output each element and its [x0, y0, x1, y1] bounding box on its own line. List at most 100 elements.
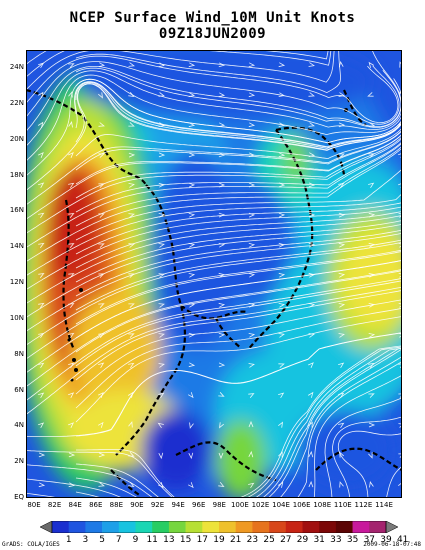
colorbar-value: 23: [246, 535, 259, 545]
streamline-arrowhead: [68, 91, 73, 98]
streamline-arrowhead: [188, 242, 196, 248]
streamline-arrowhead: [98, 153, 105, 158]
streamline: [26, 66, 402, 133]
streamline-arrowhead: [128, 183, 135, 188]
colorbar-value: 5: [99, 535, 105, 545]
streamline: [75, 307, 402, 409]
streamline: [75, 463, 161, 498]
colorbar: [40, 521, 398, 533]
streamline: [26, 232, 402, 332]
streamline-arrowhead: [68, 392, 75, 398]
colorbar-segment: [302, 521, 320, 533]
colorbar-value: 25: [263, 535, 275, 545]
streamline-arrowhead: [277, 481, 284, 488]
streamline-arrowhead: [128, 482, 135, 488]
streamline-arrowhead: [98, 482, 105, 487]
streamline-arrowhead: [248, 393, 255, 398]
streamline: [75, 249, 402, 325]
streamline-arrowhead: [98, 362, 105, 369]
streamline-arrowhead: [278, 62, 286, 68]
streamline-arrowhead: [338, 122, 346, 128]
colorbar-segment: [252, 521, 270, 533]
streamline-arrowhead: [248, 333, 256, 338]
streamline-arrowhead: [38, 392, 45, 399]
colorbar-segment: [335, 521, 353, 533]
colorbar-value: 37: [363, 535, 376, 545]
y-axis-label: EQ: [14, 493, 24, 501]
streamline-arrowhead: [399, 61, 402, 68]
streamline-arrowhead: [398, 213, 402, 218]
streamline: [26, 70, 402, 147]
colorbar-value: 19: [213, 535, 225, 545]
y-axis-label: 20N: [9, 134, 24, 143]
streamline: [26, 251, 402, 360]
streamline-arrowhead: [157, 422, 164, 429]
streamline: [26, 193, 402, 277]
streamline: [26, 50, 335, 91]
streamline-arrowhead: [308, 303, 316, 308]
colorbar-segment: [185, 521, 203, 533]
streamline: [75, 316, 402, 423]
streamline-arrowhead: [338, 422, 345, 429]
streamline: [254, 347, 402, 498]
streamline-arrowhead: [308, 182, 316, 188]
streamline-arrowhead: [368, 212, 376, 218]
y-axis-label: 24N: [9, 63, 24, 71]
streamline-arrowhead: [38, 482, 46, 488]
streamline: [75, 290, 402, 381]
y-axis-label: 22N: [9, 98, 24, 107]
streamline-arrowhead: [368, 333, 376, 338]
streamline: [75, 50, 341, 94]
streamline-arrowhead: [338, 272, 346, 278]
y-axis-label: 8N: [14, 349, 24, 358]
streamline: [26, 478, 124, 498]
streamline-arrowhead: [278, 92, 285, 97]
streamline: [26, 133, 402, 220]
streamline-arrowhead: [128, 92, 135, 98]
streamline-arrowhead: [38, 302, 45, 309]
streamline-arrowhead: [38, 212, 45, 219]
streamline-arrowhead: [158, 62, 165, 67]
streamline-arrowhead: [158, 303, 165, 308]
streamline-arrowhead: [128, 303, 135, 308]
streamline-arrowhead: [338, 92, 345, 97]
streamline-arrowhead: [219, 422, 224, 429]
streamline: [26, 147, 402, 263]
wind-map-plot: [26, 50, 402, 498]
colorbar-arrow-low: [40, 521, 53, 533]
colorbar-segment: [118, 521, 136, 533]
x-axis-label: 88E: [109, 501, 124, 509]
streamline-arrowhead: [128, 62, 135, 67]
streamline-arrowhead: [189, 422, 194, 429]
streamline-arrowhead: [158, 243, 165, 248]
streamline-arrowhead: [248, 62, 256, 68]
streamline: [75, 130, 402, 171]
colorbar-value: 33: [330, 535, 342, 545]
streamline-arrowhead: [188, 62, 196, 68]
streamline-arrowhead: [98, 122, 105, 127]
streamline-arrowhead: [128, 421, 133, 428]
colorbar-value: 13: [163, 535, 175, 545]
streamline-arrowhead: [218, 182, 226, 188]
streamline: [75, 211, 402, 269]
streamline-arrowhead: [188, 362, 196, 368]
streamline-arrowhead: [68, 273, 75, 278]
streamline-arrowhead: [278, 392, 285, 399]
streamline-arrowhead: [248, 182, 256, 188]
streamline-arrowhead: [368, 242, 376, 248]
streamline-arrowhead: [218, 122, 226, 128]
streamline-arrowhead: [248, 272, 256, 278]
streamline: [26, 223, 402, 319]
streamline: [26, 61, 400, 125]
colorbar-segment: [319, 521, 337, 533]
streamline-arrowhead: [98, 452, 106, 458]
y-axis-label: 2N: [14, 457, 24, 466]
streamline-arrowhead: [68, 243, 75, 248]
streamline-arrowhead: [308, 450, 314, 458]
colorbar-segment: [102, 521, 120, 533]
streamline: [26, 492, 62, 498]
streamline-arrowhead: [128, 362, 135, 369]
streamline-arrowhead: [368, 61, 375, 68]
x-axis-label: 114E: [375, 501, 393, 509]
colorbar-value: 31: [313, 535, 325, 545]
